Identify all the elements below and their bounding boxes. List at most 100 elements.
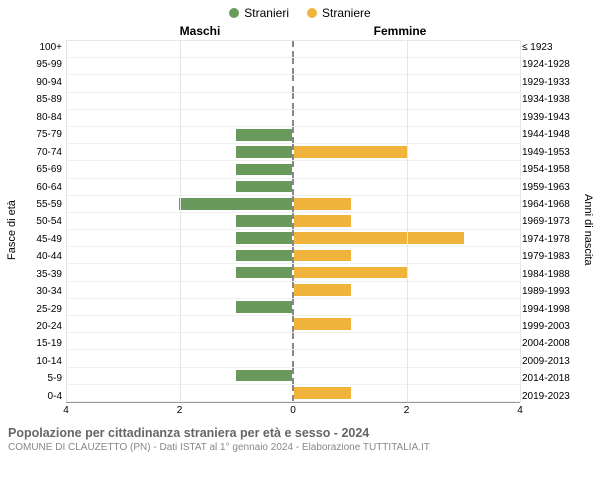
- y-tick-age: 45-49: [22, 234, 62, 245]
- bar-male: [236, 146, 293, 158]
- chart-row: [66, 385, 520, 402]
- pyramid-chart: Fasce di età 100+ 95-99 90-94 85-89 80-84 75-…: [0, 40, 600, 420]
- chart-row: [66, 58, 520, 75]
- y-tick-age: 30-34: [22, 286, 62, 297]
- chart-row: [66, 264, 520, 281]
- bar-female: [294, 387, 351, 399]
- y-tick-birth: 1949-1953: [522, 147, 576, 158]
- legend-item-male: Stranieri: [229, 6, 289, 20]
- y-tick-age: 25-29: [22, 304, 62, 315]
- chart-footer: Popolazione per cittadinanza straniera p…: [0, 420, 600, 453]
- bar-female: [294, 232, 464, 244]
- y-tick-birth: 2004-2008: [522, 338, 576, 349]
- column-headers: Maschi Femmine: [0, 20, 600, 40]
- x-tick: 2: [177, 405, 183, 416]
- legend-label-male: Stranieri: [244, 6, 289, 20]
- bar-female: [294, 284, 351, 296]
- y-tick-birth: 1984-1988: [522, 269, 576, 280]
- y-tick-birth: 1974-1978: [522, 234, 576, 245]
- x-tick: 4: [517, 405, 523, 416]
- header-male: Maschi: [100, 24, 300, 38]
- y-tick-birth: 1939-1943: [522, 112, 576, 123]
- y-tick-age: 95-99: [22, 59, 62, 70]
- chart-row: [66, 75, 520, 92]
- chart-row: [66, 161, 520, 178]
- y-tick-birth: 1979-1983: [522, 251, 576, 262]
- y-tick-age: 40-44: [22, 251, 62, 262]
- y-tick-age: 5-9: [22, 373, 62, 384]
- footer-subtitle: COMUNE DI CLAUZETTO (PN) - Dati ISTAT al…: [8, 442, 592, 453]
- x-tick: 2: [404, 405, 410, 416]
- y-axis-label-right: Anni di nascita: [580, 40, 596, 420]
- y-tick-age: 35-39: [22, 269, 62, 280]
- y-tick-birth: 1954-1958: [522, 164, 576, 175]
- y-tick-age: 60-64: [22, 182, 62, 193]
- y-tick-age: 70-74: [22, 147, 62, 158]
- bar-male: [236, 370, 293, 382]
- y-tick-birth: 1964-1968: [522, 199, 576, 210]
- bar-male: [179, 198, 292, 210]
- x-axis: 02424: [66, 402, 520, 420]
- y-tick-age: 85-89: [22, 94, 62, 105]
- chart-row: [66, 333, 520, 350]
- bar-male: [236, 301, 293, 313]
- y-ticks-birth: ≤ 1923 1924-1928 1929-1933 1934-1938 1939-19…: [520, 40, 580, 420]
- chart-row: [66, 299, 520, 316]
- bar-female: [294, 198, 351, 210]
- bar-male: [236, 181, 293, 193]
- bar-male: [236, 232, 293, 244]
- chart-row: [66, 144, 520, 161]
- y-tick-age: 15-19: [22, 338, 62, 349]
- chart-row: [66, 350, 520, 367]
- y-tick-birth: 1924-1928: [522, 59, 576, 70]
- y-tick-age: 75-79: [22, 129, 62, 140]
- y-axis-label-left: Fasce di età: [4, 40, 20, 420]
- chart-row: [66, 230, 520, 247]
- chart-row: [66, 93, 520, 110]
- chart-row: [66, 110, 520, 127]
- legend-item-female: Straniere: [307, 6, 371, 20]
- y-tick-age: 80-84: [22, 112, 62, 123]
- plot-area: 02424: [66, 40, 520, 420]
- y-ticks-age: 100+ 95-99 90-94 85-89 80-84 75-79 70-74 65-69 6…: [20, 40, 66, 420]
- y-tick-age: 100+: [22, 42, 62, 53]
- y-tick-birth: 1989-1993: [522, 286, 576, 297]
- y-tick-birth: 1999-2003: [522, 321, 576, 332]
- y-tick-age: 55-59: [22, 199, 62, 210]
- y-tick-birth: 1929-1933: [522, 77, 576, 88]
- chart-row: [66, 179, 520, 196]
- y-tick-birth: 2014-2018: [522, 373, 576, 384]
- y-tick-birth: 1944-1948: [522, 129, 576, 140]
- chart-row: [66, 282, 520, 299]
- header-female: Femmine: [300, 24, 500, 38]
- legend-swatch-female: [307, 8, 317, 18]
- bar-female: [294, 318, 351, 330]
- bar-male: [236, 164, 293, 176]
- bar-female: [294, 250, 351, 262]
- chart-legend: Stranieri Straniere: [0, 0, 600, 20]
- y-tick-age: 20-24: [22, 321, 62, 332]
- y-tick-age: 0-4: [22, 391, 62, 402]
- y-tick-birth: 1959-1963: [522, 182, 576, 193]
- chart-row: [66, 196, 520, 213]
- y-tick-birth: 1994-1998: [522, 304, 576, 315]
- bar-male: [236, 215, 293, 227]
- y-tick-age: 10-14: [22, 356, 62, 367]
- y-tick-birth: 2009-2013: [522, 356, 576, 367]
- chart-row: [66, 41, 520, 58]
- bar-female: [294, 146, 407, 158]
- bar-male: [236, 250, 293, 262]
- chart-row: [66, 368, 520, 385]
- legend-label-female: Straniere: [322, 6, 371, 20]
- y-tick-age: 90-94: [22, 77, 62, 88]
- chart-row: [66, 127, 520, 144]
- bar-female: [294, 215, 351, 227]
- y-tick-birth: ≤ 1923: [522, 42, 576, 53]
- chart-row: [66, 316, 520, 333]
- y-tick-birth: 1934-1938: [522, 94, 576, 105]
- chart-row: [66, 247, 520, 264]
- legend-swatch-male: [229, 8, 239, 18]
- y-tick-birth: 1969-1973: [522, 216, 576, 227]
- y-tick-age: 65-69: [22, 164, 62, 175]
- y-tick-birth: 2019-2023: [522, 391, 576, 402]
